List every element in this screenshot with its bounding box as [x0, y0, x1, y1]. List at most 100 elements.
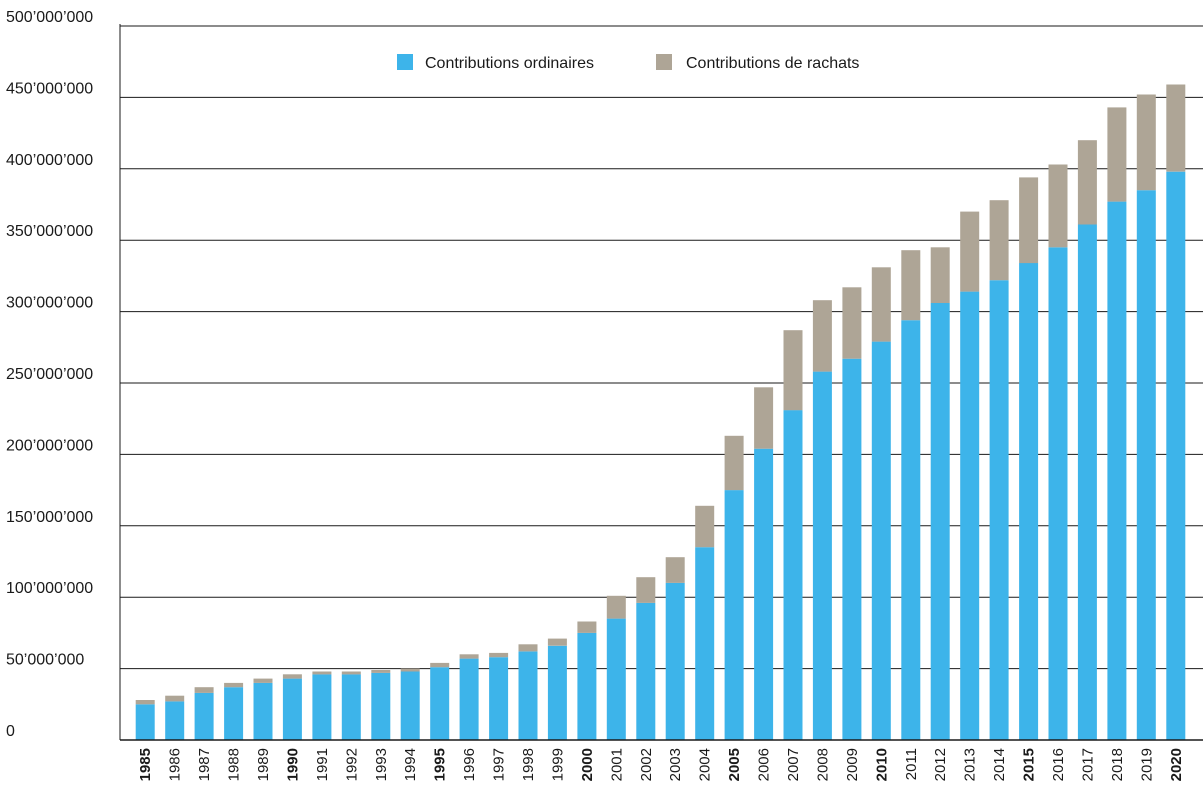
bar-ordinaires-2005 — [724, 490, 744, 740]
bar-rachats-1987 — [194, 687, 214, 693]
bar-rachats-2001 — [606, 595, 626, 619]
y-axis-ticks: 0 50’000’000 100’000’000 150’000’000 200’000… — [6, 9, 93, 740]
x-tick-label: 1997 — [491, 748, 508, 781]
y-tick-label: 300’000’000 — [6, 295, 93, 312]
bar-ordinaires-1995 — [430, 667, 450, 740]
bar-ordinaires-2006 — [754, 448, 774, 740]
bar-rachats-2015 — [1019, 177, 1039, 264]
x-tick-label: 2009 — [844, 748, 861, 781]
x-tick-label: 1985 — [137, 748, 154, 781]
bar-ordinaires-1989 — [253, 682, 273, 740]
x-tick-label: 2001 — [608, 748, 625, 781]
bar-ordinaires-2008 — [812, 371, 832, 740]
bar-rachats-2006 — [754, 387, 774, 449]
bar-ordinaires-2001 — [606, 618, 626, 740]
bar-ordinaires-1992 — [341, 674, 361, 740]
bar-rachats-1989 — [253, 678, 273, 683]
legend-label-rachats: Contributions de rachats — [686, 55, 859, 72]
x-tick-label: 2020 — [1168, 748, 1185, 781]
x-tick-label: 1986 — [167, 748, 184, 781]
legend: Contributions ordinaires Contributions d… — [397, 54, 859, 72]
x-tick-label: 1991 — [314, 748, 331, 781]
x-tick-label: 1995 — [432, 748, 449, 781]
bar-ordinaires-2012 — [930, 303, 950, 740]
x-tick-label: 1998 — [520, 748, 537, 781]
bar-ordinaires-2016 — [1048, 247, 1068, 741]
bar-ordinaires-1985 — [135, 704, 155, 740]
bar-rachats-2013 — [960, 211, 980, 292]
x-tick-label: 1989 — [255, 748, 272, 781]
x-tick-label: 2016 — [1050, 748, 1067, 781]
bar-rachats-2005 — [724, 435, 744, 491]
bar-ordinaires-2009 — [842, 358, 862, 740]
bar-ordinaires-1994 — [400, 671, 420, 740]
bar-ordinaires-1991 — [312, 674, 332, 740]
x-tick-label: 2002 — [638, 748, 655, 781]
y-tick-label: 250’000’000 — [6, 366, 93, 383]
x-tick-label: 2015 — [1021, 748, 1038, 781]
x-tick-label: 2019 — [1138, 748, 1155, 781]
bar-rachats-2010 — [871, 267, 891, 342]
x-tick-label: 2013 — [962, 748, 979, 781]
x-tick-label: 2005 — [726, 748, 743, 781]
x-tick-label: 2017 — [1079, 748, 1096, 781]
bar-rachats-1995 — [430, 662, 450, 668]
bar-rachats-2008 — [812, 300, 832, 372]
bar-rachats-2016 — [1048, 164, 1068, 248]
bar-ordinaires-2007 — [783, 410, 803, 740]
x-tick-label: 2014 — [991, 748, 1008, 781]
bar-ordinaires-2014 — [989, 280, 1009, 740]
bar-rachats-1999 — [547, 638, 567, 646]
bar-ordinaires-2003 — [665, 582, 685, 740]
x-tick-label: 1988 — [226, 748, 243, 781]
bar-ordinaires-2011 — [901, 320, 921, 740]
x-tick-label: 2010 — [873, 748, 890, 781]
x-tick-label: 2007 — [785, 748, 802, 781]
bar-ordinaires-1999 — [547, 645, 567, 740]
bar-ordinaires-2004 — [695, 547, 715, 740]
y-tick-label: 400’000’000 — [6, 152, 93, 169]
y-tick-label: 350’000’000 — [6, 223, 93, 240]
x-tick-label: 1990 — [284, 748, 301, 781]
bar-ordinaires-1998 — [518, 651, 538, 740]
bar-rachats-1998 — [518, 644, 538, 652]
x-tick-label: 1993 — [373, 748, 390, 781]
x-tick-label: 2011 — [903, 748, 920, 780]
bar-rachats-1997 — [489, 652, 509, 658]
bar-rachats-1994 — [400, 668, 420, 672]
x-tick-label: 2012 — [932, 748, 949, 781]
bar-rachats-2019 — [1136, 94, 1156, 191]
bar-ordinaires-2019 — [1136, 190, 1156, 740]
bar-ordinaires-2002 — [636, 602, 656, 740]
bar-rachats-2012 — [930, 247, 950, 303]
legend-label-ordinaires: Contributions ordinaires — [425, 55, 594, 72]
bar-ordinaires-1986 — [165, 701, 185, 740]
bar-rachats-2002 — [636, 577, 656, 603]
bar-ordinaires-2018 — [1107, 201, 1127, 741]
bar-rachats-1992 — [341, 671, 361, 675]
gridlines — [120, 25, 1203, 670]
bar-rachats-1986 — [165, 695, 185, 702]
bar-ordinaires-1990 — [282, 678, 302, 740]
bar-ordinaires-1988 — [224, 687, 244, 740]
bar-rachats-2003 — [665, 557, 685, 583]
x-tick-label: 1999 — [549, 748, 566, 781]
x-axis-ticks: 1985 1986 1987 1988 1989 1990 1991 1992 1993 1994… — [137, 748, 1185, 781]
y-tick-label: 450’000’000 — [6, 80, 93, 97]
x-tick-label: 1996 — [461, 748, 478, 781]
bar-rachats-2018 — [1107, 107, 1127, 202]
bar-ordinaires-1997 — [489, 657, 509, 740]
bar-ordinaires-2013 — [960, 291, 980, 740]
bar-rachats-1990 — [282, 674, 302, 679]
bar-ordinaires-2017 — [1077, 224, 1097, 740]
bar-rachats-2004 — [695, 505, 715, 548]
bar-rachats-2000 — [577, 621, 597, 633]
bar-ordinaires-1993 — [371, 672, 391, 740]
x-tick-label: 1994 — [402, 748, 419, 781]
x-tick-label: 2003 — [667, 748, 684, 781]
x-tick-label: 2006 — [756, 748, 773, 781]
y-tick-label: 0 — [6, 723, 15, 740]
bar-rachats-1988 — [224, 682, 244, 688]
bar-rachats-1985 — [135, 700, 155, 705]
